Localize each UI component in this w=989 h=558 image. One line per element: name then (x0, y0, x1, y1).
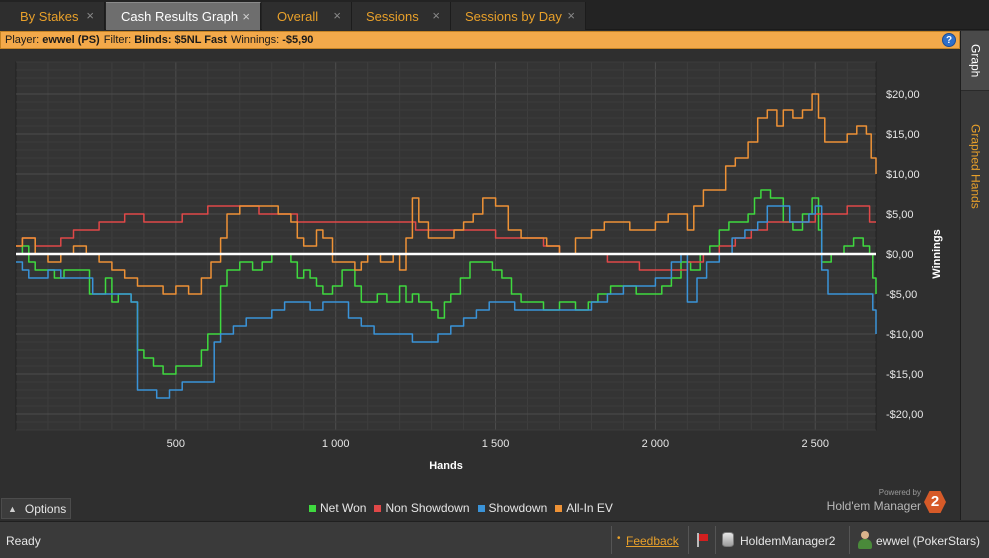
tab-label: By Stakes (20, 8, 79, 24)
y-tick-label: -$10,00 (886, 329, 923, 341)
tab-bar: By Stakes × Cash Results Graph × Overall… (0, 0, 989, 30)
close-icon[interactable]: × (86, 8, 94, 23)
x-tick-label: 1 500 (482, 438, 510, 450)
status-separator (849, 526, 850, 554)
player-label: Player: (5, 34, 40, 46)
options-button[interactable]: ▲ Options (1, 498, 71, 519)
chevron-up-icon: ▲ (8, 503, 17, 514)
legend-item-net-won: Net Won (309, 501, 366, 515)
series-line-showdown (16, 205, 877, 399)
player-value: ewwel (PS) (42, 34, 100, 46)
y-tick-label: $15,00 (886, 129, 920, 141)
status-separator (611, 526, 612, 554)
side-tab-graph[interactable]: Graph (961, 31, 989, 91)
series-line-net-won (16, 189, 877, 375)
tab-cash-results-graph[interactable]: Cash Results Graph × (106, 2, 261, 30)
active-player[interactable]: ewwel (PokerStars) (876, 534, 981, 548)
x-tick-label: 1 000 (322, 438, 350, 450)
legend-swatch (477, 504, 485, 512)
user-icon (857, 531, 873, 549)
close-icon[interactable]: × (567, 8, 575, 23)
y-tick-label: -$5,00 (886, 289, 917, 301)
x-tick-label: 2 000 (642, 438, 670, 450)
close-icon[interactable]: × (242, 9, 250, 24)
series-line-all-in-ev (16, 93, 877, 295)
legend-item-non-showdown: Non Showdown (374, 501, 470, 515)
tab-label: Sessions (366, 8, 419, 24)
y-tick-label: $0,00 (886, 249, 914, 261)
status-separator (688, 526, 689, 554)
legend-item-showdown: Showdown (477, 501, 548, 515)
database-name[interactable]: HoldemManager2 (740, 534, 836, 548)
status-bar: Ready • Feedback HoldemManager2 ewwel (P… (0, 521, 989, 558)
x-tick-label: 500 (167, 438, 185, 450)
feedback-link[interactable]: Feedback (626, 534, 679, 548)
tab-sessions[interactable]: Sessions × (352, 2, 451, 30)
legend-swatch (555, 504, 563, 512)
y-tick-label: $20,00 (886, 89, 920, 101)
tab-label: Sessions by Day (465, 8, 562, 24)
x-tick-label: 2 500 (801, 438, 829, 450)
chart-legend: Net Won Non Showdown Showdown All-In EV (309, 500, 621, 516)
legend-label: Non Showdown (385, 501, 470, 515)
y-tick-label: -$15,00 (886, 369, 923, 381)
legend-label: Showdown (488, 501, 548, 515)
legend-item-all-in-ev: All-In EV (555, 501, 613, 515)
legend-label: All-In EV (566, 501, 613, 515)
legend-swatch (309, 504, 316, 512)
tab-label: Cash Results Graph (121, 9, 239, 24)
y-axis-title: Winnings (931, 229, 943, 278)
filter-info-bar: Player: ewwel (PS) Filter: Blinds: $5NL … (0, 31, 960, 49)
side-tab-graphed-hands[interactable]: Graphed Hands (968, 123, 983, 209)
winnings-value: -$5,90 (282, 34, 314, 46)
y-tick-label: -$20,00 (886, 409, 923, 421)
filter-value: Blinds: $5NL Fast (134, 34, 227, 46)
brand-name: Hold'em Manager (826, 499, 921, 513)
close-icon[interactable]: × (432, 8, 440, 23)
brand-logo-block: Powered by Hold'em Manager 2 (820, 488, 950, 516)
y-tick-label: $5,00 (886, 209, 914, 221)
help-icon[interactable]: ? (942, 33, 956, 47)
bullet-icon: • (617, 533, 621, 544)
legend-label: Net Won (320, 501, 367, 515)
close-icon[interactable]: × (333, 8, 341, 23)
tab-overall[interactable]: Overall × (262, 2, 352, 30)
powered-by-text: Powered by (878, 488, 921, 497)
y-tick-label: $10,00 (886, 169, 920, 181)
options-label: Options (24, 501, 67, 516)
winnings-label: Winnings: (230, 34, 280, 46)
tab-label: Overall (277, 8, 319, 24)
status-separator (715, 526, 716, 554)
tab-by-stakes[interactable]: By Stakes × (0, 2, 105, 30)
legend-swatch (374, 504, 382, 512)
tab-sessions-by-day[interactable]: Sessions by Day × (451, 2, 586, 30)
flag-icon[interactable] (697, 533, 709, 547)
filter-label: Filter: (103, 34, 132, 46)
x-axis-title: Hands (429, 460, 463, 472)
status-ready: Ready (6, 534, 41, 548)
results-chart: $20,00 $15,00 $10,00 $5,00 $0,00 -$5,00 -$10,0… (15, 61, 943, 472)
database-icon (722, 532, 734, 547)
hm2-logo-icon: 2 (924, 491, 946, 513)
side-panel: Graph Graphed Hands (960, 31, 989, 520)
